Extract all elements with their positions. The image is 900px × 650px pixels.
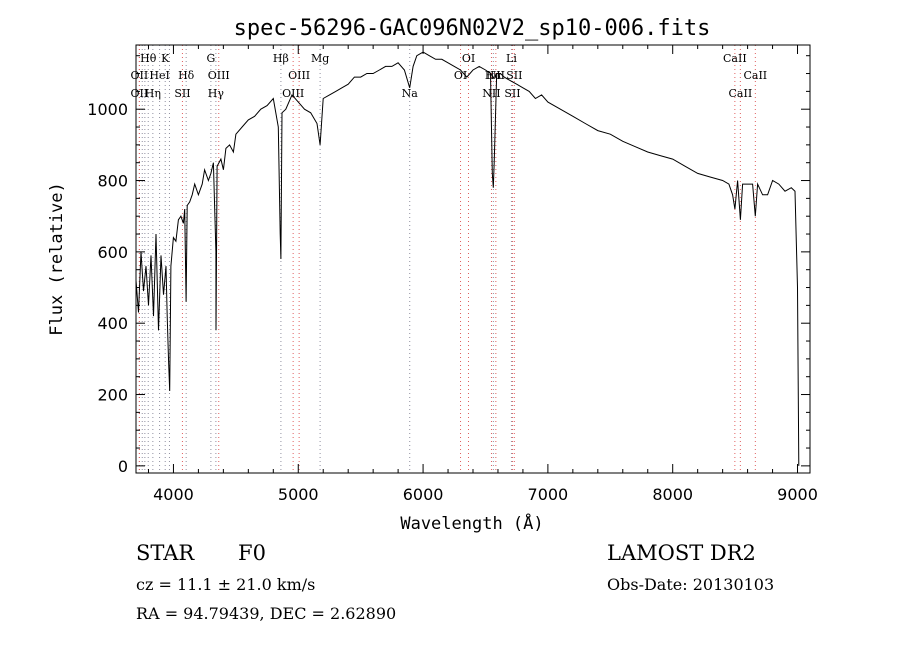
- spectrum-line: [135, 51, 800, 466]
- x-tick-label: 7000: [528, 485, 569, 504]
- x-tick-label: 6000: [403, 485, 444, 504]
- spectral-line-label: SII: [174, 87, 190, 100]
- y-axis-label: Flux (relative): [47, 182, 67, 336]
- axis-ticks: [136, 45, 810, 473]
- x-tick-label: 9000: [777, 485, 818, 504]
- y-tick-label: 1000: [87, 100, 128, 119]
- spectral-line-label: SII: [506, 69, 522, 82]
- spectral-line-label: HeI: [149, 69, 169, 82]
- spectral-line-label: CaII: [723, 52, 747, 65]
- spectral-line-label: OI: [454, 69, 467, 82]
- spectral-line-label: OIII: [288, 69, 310, 82]
- spectral-line-label: Na: [402, 87, 419, 100]
- spectral-subclass: F0: [238, 541, 266, 565]
- spectral-line-label: K: [161, 52, 170, 65]
- axis-tick-labels: 4000 5000 6000 7000 8000 9000 0 200 400 600 800 100…: [87, 100, 818, 504]
- spectral-line-label: CaII: [729, 87, 753, 100]
- spectral-line-label: OI: [462, 52, 475, 65]
- spectral-line-label: Hβ: [273, 52, 289, 65]
- spectral-line-label: NII: [487, 69, 505, 82]
- object-class: STAR: [136, 541, 195, 565]
- spectral-line-labels: OIIOIIHθHηHeIKSIIHδGHγOIIIHβOIIIOIIIMgNa…: [131, 52, 768, 100]
- chart-title: spec-56296-GAC096N02V2_sp10-006.fits: [234, 16, 711, 41]
- spectral-line-label: Hθ: [140, 52, 157, 65]
- spectral-line-label: NII: [482, 87, 500, 100]
- spectral-line-label: OIII: [208, 69, 230, 82]
- x-tick-label: 8000: [652, 485, 693, 504]
- y-tick-label: 200: [97, 386, 128, 405]
- x-tick-label: 4000: [153, 485, 194, 504]
- spectral-line-label: G: [206, 52, 215, 65]
- coordinates: RA = 94.79439, DEC = 2.62890: [136, 604, 397, 623]
- spectral-line-label: Hη: [145, 87, 161, 100]
- spectral-line-markers: [138, 45, 756, 473]
- spectral-line-label: Li: [506, 52, 517, 65]
- spectral-line-label: CaII: [743, 69, 767, 82]
- plot-frame: [135, 44, 811, 474]
- x-axis-label: Wavelength (Å): [400, 512, 543, 534]
- survey-name: LAMOST DR2: [607, 541, 756, 565]
- y-tick-label: 400: [97, 314, 128, 333]
- spectral-line-label: OIII: [282, 87, 304, 100]
- spectral-line-label: Hδ: [178, 69, 195, 82]
- y-tick-label: 600: [97, 243, 128, 262]
- spectral-line-label: Mg: [311, 52, 329, 65]
- y-tick-label: 0: [118, 457, 128, 476]
- spectral-line-label: SII: [504, 87, 520, 100]
- spectral-line-label: OII: [131, 87, 149, 100]
- x-tick-label: 5000: [278, 485, 319, 504]
- redshift-info: cz = 11.1 ± 21.0 km/s: [136, 575, 316, 594]
- y-tick-label: 800: [97, 172, 128, 191]
- observation-date: Obs-Date: 20130103: [607, 575, 775, 594]
- spectral-line-label: OII: [131, 69, 149, 82]
- spectral-line-label: Hγ: [208, 87, 225, 100]
